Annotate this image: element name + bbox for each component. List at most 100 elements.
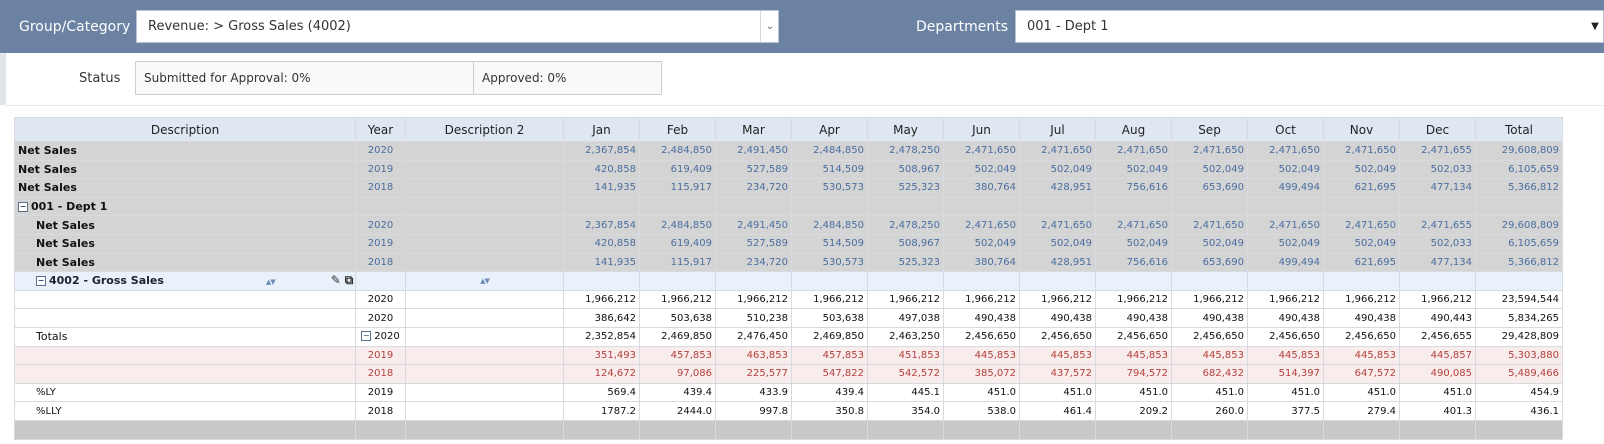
month-cell[interactable]: 451.0 — [1019, 382, 1096, 403]
month-cell[interactable]: 279.4 — [1323, 401, 1400, 421]
table-row[interactable]: Net Sales 2018 141,935 115,917 234,720 530,57… — [14, 178, 1563, 198]
column-header-aug[interactable]: Aug — [1095, 117, 1172, 142]
column-header-total[interactable]: Total — [1475, 117, 1563, 142]
row-description-2[interactable] — [405, 289, 564, 310]
table-row[interactable]: Net Sales 2019 420,858 619,409 527,589 514,50… — [14, 159, 1563, 180]
month-cell[interactable]: 1,966,212 — [791, 289, 868, 310]
table-row[interactable]: 2018 124,672 97,086 225,577 547,822 542,572 38… — [14, 364, 1563, 384]
collapse-minus-icon[interactable]: − — [36, 276, 46, 287]
table-row[interactable]: Net Sales 2018 141,935 115,917 234,720 530,57… — [14, 252, 1563, 273]
month-cell[interactable]: 503,638 — [639, 308, 716, 328]
month-cell[interactable]: 2,456,650 — [1247, 326, 1324, 347]
month-cell[interactable]: 490,443 — [1399, 308, 1476, 328]
month-cell[interactable]: 2,469,850 — [791, 326, 868, 347]
column-header-jul[interactable]: Jul — [1019, 117, 1096, 142]
month-cell[interactable]: 451.0 — [1171, 382, 1248, 403]
copy-icon[interactable]: ⧉ — [344, 273, 354, 288]
month-cell[interactable]: 2,352,854 — [563, 326, 640, 347]
month-cell[interactable]: 2,456,650 — [1323, 326, 1400, 347]
month-cell[interactable]: 997.8 — [715, 401, 792, 421]
month-cell[interactable]: 490,438 — [1019, 308, 1096, 328]
table-row[interactable]: −4002 - Gross Sales ▲▼ ✎ ⧉ ▲▼ — [14, 271, 1563, 291]
month-cell[interactable]: 1,966,212 — [715, 289, 792, 310]
month-cell[interactable]: 1,966,212 — [1019, 289, 1096, 310]
month-cell[interactable]: 503,638 — [791, 308, 868, 328]
month-cell[interactable]: 451.0 — [1095, 382, 1172, 403]
month-cell[interactable]: 451.0 — [943, 382, 1020, 403]
month-cell[interactable]: 350.8 — [791, 401, 868, 421]
month-cell[interactable]: 2,463,250 — [867, 326, 944, 347]
month-cell[interactable]: 1,966,212 — [867, 289, 944, 310]
month-cell[interactable]: 569.4 — [563, 382, 640, 403]
table-row[interactable]: %LY 2019 569.4 439.4 433.9 439.4 445.1 451.0 451… — [14, 382, 1563, 403]
sort-icon[interactable]: ▲▼ — [265, 278, 276, 287]
month-cell[interactable]: 1787.2 — [563, 401, 640, 421]
caret-down-icon[interactable]: ▼ — [1591, 21, 1599, 32]
month-cell[interactable]: 510,238 — [715, 308, 792, 328]
column-header-year[interactable]: Year — [355, 117, 406, 142]
column-header-oct[interactable]: Oct — [1247, 117, 1324, 142]
month-cell[interactable]: 451.0 — [1247, 382, 1324, 403]
column-header-jun[interactable]: Jun — [943, 117, 1020, 142]
column-header-sep[interactable]: Sep — [1171, 117, 1248, 142]
month-cell[interactable]: 490,438 — [1323, 308, 1400, 328]
month-cell[interactable]: 538.0 — [943, 401, 1020, 421]
row-description-2[interactable] — [405, 326, 564, 347]
collapse-minus-icon[interactable]: − — [361, 331, 372, 342]
month-cell[interactable]: 1,966,212 — [1399, 289, 1476, 310]
month-cell[interactable]: 260.0 — [1171, 401, 1248, 421]
month-cell[interactable]: 1,966,212 — [1323, 289, 1400, 310]
table-row[interactable]: −001 - Dept 1 — [14, 196, 1563, 217]
column-header-feb[interactable]: Feb — [639, 117, 716, 142]
month-cell[interactable]: 1,966,212 — [639, 289, 716, 310]
month-cell[interactable]: 1,966,212 — [943, 289, 1020, 310]
column-header-jan[interactable]: Jan — [563, 117, 640, 142]
month-cell[interactable]: 401.3 — [1399, 401, 1476, 421]
column-header-description-2[interactable]: Description 2 — [405, 117, 564, 142]
month-cell[interactable]: 445.1 — [867, 382, 944, 403]
chevron-down-icon[interactable]: ⌄ — [760, 11, 779, 42]
month-cell[interactable]: 2,476,450 — [715, 326, 792, 347]
month-cell[interactable]: 386,642 — [563, 308, 640, 328]
row-description-2[interactable] — [405, 401, 564, 421]
month-cell[interactable]: 439.4 — [791, 382, 868, 403]
month-cell[interactable]: 1,966,212 — [1171, 289, 1248, 310]
month-cell[interactable]: 1,966,212 — [1247, 289, 1324, 310]
column-header-apr[interactable]: Apr — [791, 117, 868, 142]
month-cell[interactable]: 2,456,650 — [1095, 326, 1172, 347]
month-cell[interactable]: 451.0 — [1399, 382, 1476, 403]
month-cell[interactable]: 1,966,212 — [563, 289, 640, 310]
month-cell[interactable]: 1,966,212 — [1095, 289, 1172, 310]
month-cell[interactable]: 451.0 — [1323, 382, 1400, 403]
month-cell[interactable]: 354.0 — [867, 401, 944, 421]
column-header-dec[interactable]: Dec — [1399, 117, 1476, 142]
table-row[interactable]: Net Sales 2019 420,858 619,409 527,589 514,50… — [14, 233, 1563, 254]
month-cell[interactable]: 490,438 — [1171, 308, 1248, 328]
collapse-minus-icon[interactable]: − — [18, 202, 28, 213]
table-row[interactable]: 2020 1,966,212 1,966,212 1,966,212 1,966,212… — [14, 289, 1563, 310]
month-cell[interactable]: 461.4 — [1019, 401, 1096, 421]
table-row[interactable]: %LLY 2018 1787.2 2444.0 997.8 350.8 354.0 538.0… — [14, 401, 1563, 421]
month-cell[interactable]: 497,038 — [867, 308, 944, 328]
account-header-cell[interactable]: −4002 - Gross Sales ▲▼ ✎ ⧉ — [14, 271, 356, 291]
month-cell[interactable]: 2,456,650 — [943, 326, 1020, 347]
column-header-description[interactable]: Description — [14, 117, 356, 142]
row-description-2[interactable] — [405, 308, 564, 328]
month-cell[interactable]: 490,438 — [1247, 308, 1324, 328]
pencil-icon[interactable]: ✎ — [330, 273, 341, 288]
row-description-2[interactable] — [405, 382, 564, 403]
departments-select[interactable]: 001 - Dept 1 ▼ — [1015, 10, 1604, 43]
sort-icon[interactable]: ▲▼ — [480, 277, 490, 286]
month-cell[interactable]: 490,438 — [943, 308, 1020, 328]
month-cell[interactable]: 433.9 — [715, 382, 792, 403]
table-row[interactable]: Net Sales 2020 2,367,854 2,484,850 2,491,450… — [14, 141, 1563, 161]
month-cell[interactable]: 2444.0 — [639, 401, 716, 421]
month-cell[interactable]: 2,456,650 — [1171, 326, 1248, 347]
column-header-may[interactable]: May — [867, 117, 944, 142]
month-cell[interactable]: 2,456,650 — [1019, 326, 1096, 347]
column-header-mar[interactable]: Mar — [715, 117, 792, 142]
month-cell[interactable]: 2,469,850 — [639, 326, 716, 347]
column-header-nov[interactable]: Nov — [1323, 117, 1400, 142]
table-row[interactable]: Totals −2020 2,352,854 2,469,850 2,476,450 2,… — [14, 326, 1563, 347]
group-header-cell[interactable]: −001 - Dept 1 — [14, 196, 356, 217]
